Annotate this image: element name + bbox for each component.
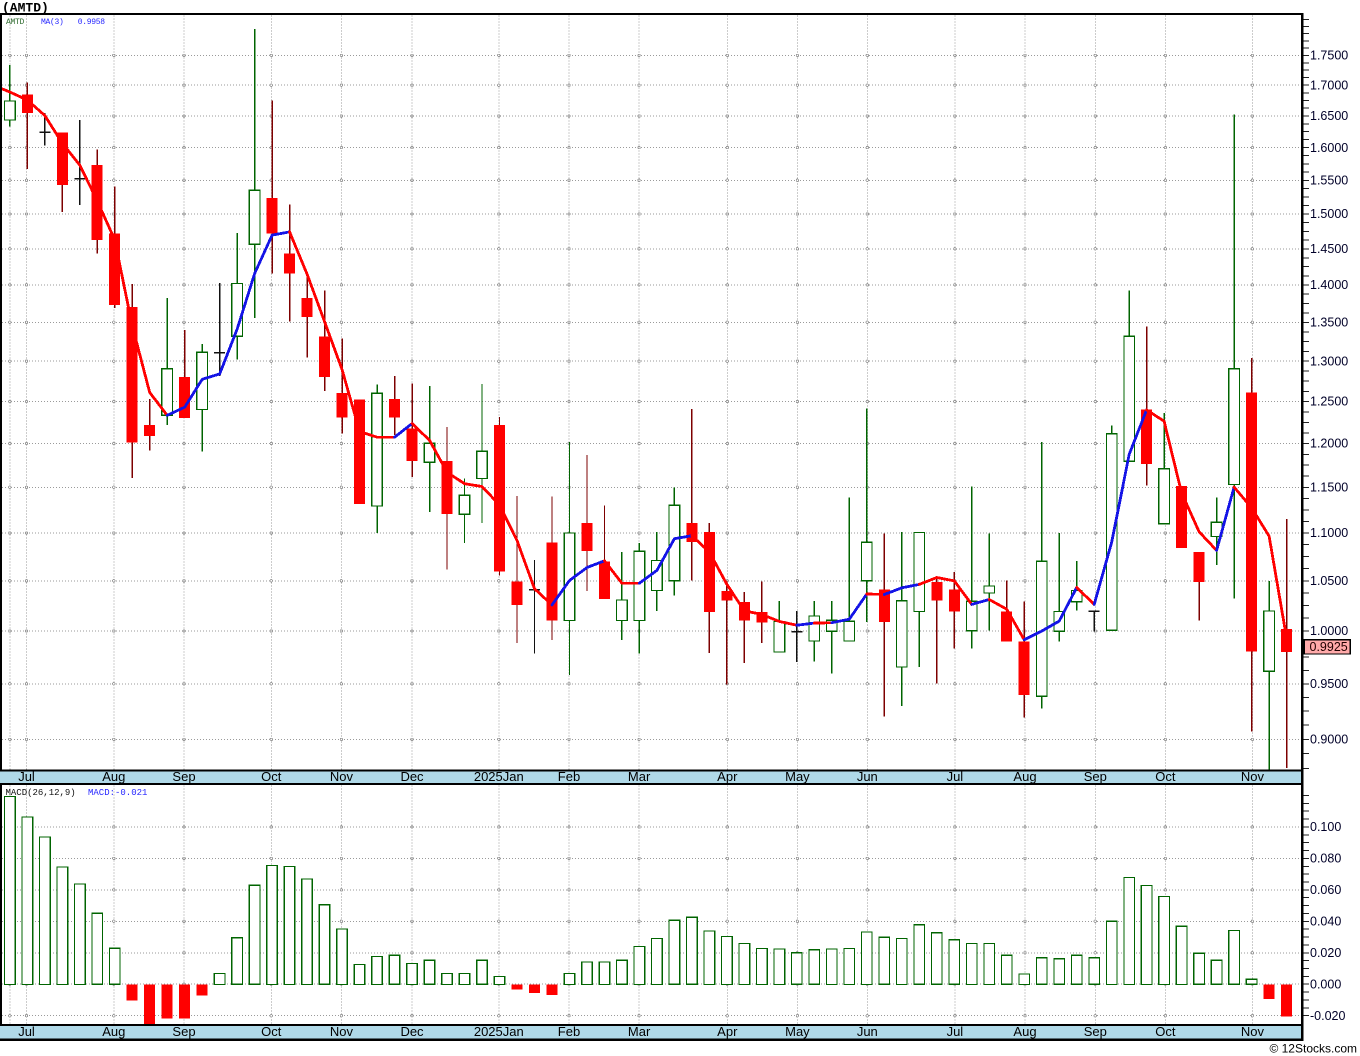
svg-text:1.1000: 1.1000 <box>1310 526 1348 540</box>
svg-text:Oct: Oct <box>1155 1024 1176 1039</box>
svg-text:Aug: Aug <box>102 1024 125 1039</box>
svg-text:Jun: Jun <box>857 1024 878 1039</box>
svg-text:MACD(26,12,9): MACD(26,12,9) <box>6 788 76 798</box>
svg-text:2025Jan: 2025Jan <box>474 769 524 784</box>
svg-text:Jun: Jun <box>857 769 878 784</box>
svg-text:Feb: Feb <box>558 1024 580 1039</box>
svg-text:1.0500: 1.0500 <box>1310 574 1348 588</box>
svg-text:Oct: Oct <box>261 1024 282 1039</box>
svg-text:Jul: Jul <box>947 1024 964 1039</box>
svg-text:AMTD: AMTD <box>6 18 25 27</box>
svg-text:Sep: Sep <box>172 1024 195 1039</box>
svg-text:0.020: 0.020 <box>1310 946 1341 960</box>
svg-text:May: May <box>785 1024 810 1039</box>
svg-text:Mar: Mar <box>628 769 651 784</box>
svg-text:0.9925: 0.9925 <box>1310 640 1348 654</box>
svg-text:Nov: Nov <box>1241 769 1265 784</box>
svg-text:1.7000: 1.7000 <box>1310 78 1348 92</box>
svg-text:Nov: Nov <box>330 769 354 784</box>
svg-text:0.100: 0.100 <box>1310 820 1341 834</box>
svg-text:May: May <box>785 769 810 784</box>
svg-text:Apr: Apr <box>717 769 738 784</box>
svg-text:0.040: 0.040 <box>1310 915 1341 929</box>
svg-text:1.6000: 1.6000 <box>1310 141 1348 155</box>
svg-text:-0.020: -0.020 <box>1310 1009 1345 1023</box>
svg-text:MACD:-0.021: MACD:-0.021 <box>88 788 147 798</box>
svg-text:Sep: Sep <box>1084 1024 1107 1039</box>
svg-text:Mar: Mar <box>628 1024 651 1039</box>
svg-text:Aug: Aug <box>102 769 125 784</box>
svg-text:Sep: Sep <box>172 769 195 784</box>
svg-text:1.4000: 1.4000 <box>1310 278 1348 292</box>
svg-text:Oct: Oct <box>1155 769 1176 784</box>
svg-text:0.9958: 0.9958 <box>78 18 106 27</box>
svg-text:1.3000: 1.3000 <box>1310 354 1348 368</box>
svg-text:0.080: 0.080 <box>1310 852 1341 866</box>
svg-text:Jul: Jul <box>18 1024 35 1039</box>
svg-text:Nov: Nov <box>1241 1024 1265 1039</box>
svg-text:1.5500: 1.5500 <box>1310 174 1348 188</box>
svg-text:Aug: Aug <box>1013 769 1036 784</box>
svg-text:1.7500: 1.7500 <box>1310 49 1348 63</box>
svg-text:© 12Stocks.com: © 12Stocks.com <box>1269 1042 1357 1056</box>
svg-text:Dec: Dec <box>400 1024 424 1039</box>
svg-text:1.1500: 1.1500 <box>1310 481 1348 495</box>
svg-text:0.060: 0.060 <box>1310 883 1341 897</box>
svg-text:Feb: Feb <box>558 769 580 784</box>
svg-text:1.3500: 1.3500 <box>1310 316 1348 330</box>
svg-text:1.2000: 1.2000 <box>1310 437 1348 451</box>
svg-text:1.5000: 1.5000 <box>1310 207 1348 221</box>
svg-text:Apr: Apr <box>717 1024 738 1039</box>
svg-text:MA(3): MA(3) <box>41 18 64 27</box>
svg-text:1.4500: 1.4500 <box>1310 242 1348 256</box>
svg-text:Oct: Oct <box>261 769 282 784</box>
svg-text:(AMTD): (AMTD) <box>2 1 49 16</box>
svg-text:Jul: Jul <box>18 769 35 784</box>
svg-text:Aug: Aug <box>1013 1024 1036 1039</box>
svg-text:Nov: Nov <box>330 1024 354 1039</box>
svg-text:1.2500: 1.2500 <box>1310 395 1348 409</box>
svg-text:0.9000: 0.9000 <box>1310 733 1348 747</box>
svg-text:0.000: 0.000 <box>1310 977 1341 991</box>
svg-text:Dec: Dec <box>400 769 424 784</box>
svg-text:Jul: Jul <box>947 769 964 784</box>
svg-text:2025Jan: 2025Jan <box>474 1024 524 1039</box>
svg-text:0.9500: 0.9500 <box>1310 677 1348 691</box>
svg-text:1.6500: 1.6500 <box>1310 109 1348 123</box>
svg-text:1.0000: 1.0000 <box>1310 624 1348 638</box>
svg-text:Sep: Sep <box>1084 769 1107 784</box>
